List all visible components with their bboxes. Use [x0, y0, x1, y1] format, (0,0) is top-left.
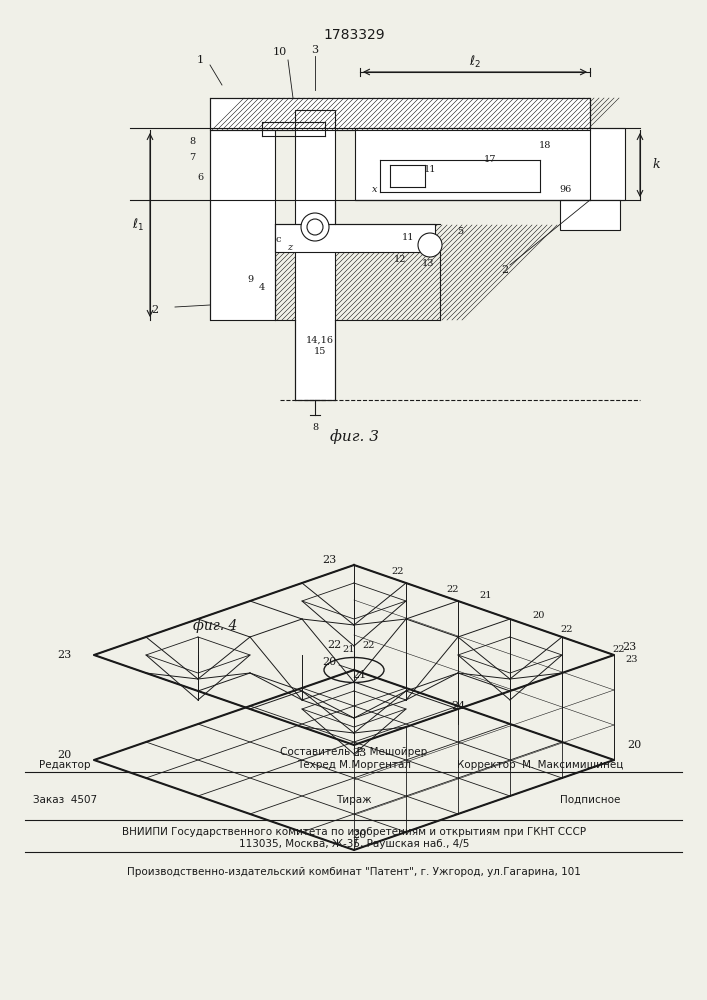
Text: 12: 12 [394, 255, 407, 264]
Text: фиг. 4: фиг. 4 [193, 619, 237, 633]
Text: 1783329: 1783329 [323, 28, 385, 42]
Text: $\ell_2$: $\ell_2$ [469, 54, 481, 70]
Text: 8: 8 [312, 424, 318, 432]
Text: 21: 21 [480, 591, 492, 600]
Text: x: x [373, 186, 378, 194]
Text: $\ell_1$: $\ell_1$ [132, 217, 144, 233]
Text: Техред М.Моргентал: Техред М.Моргентал [297, 760, 411, 770]
Text: 23: 23 [352, 748, 366, 758]
Text: 19: 19 [423, 233, 436, 242]
Text: 4: 4 [259, 284, 265, 292]
Text: c: c [275, 235, 281, 244]
Text: 20: 20 [57, 750, 71, 760]
Text: Редактор: Редактор [40, 760, 90, 770]
Text: 5: 5 [457, 228, 463, 236]
Text: 23: 23 [622, 642, 636, 652]
Text: 24: 24 [451, 701, 465, 711]
Text: Заказ  4507: Заказ 4507 [33, 795, 97, 805]
Text: ВНИИПИ Государственного комитета по изобретениям и открытиям при ГКНТ СССР: ВНИИПИ Государственного комитета по изоб… [122, 827, 586, 837]
Text: 10: 10 [273, 47, 287, 57]
Text: 22: 22 [327, 640, 341, 650]
Text: 11: 11 [402, 233, 414, 242]
Text: 22: 22 [561, 624, 573, 634]
Text: 7: 7 [189, 153, 195, 162]
Circle shape [301, 213, 329, 241]
Bar [560, 200, 620, 230]
Text: 113035, Москва, Ж-35, Раушская наб., 4/5: 113035, Москва, Ж-35, Раушская наб., 4/5 [239, 839, 469, 849]
Text: 13: 13 [422, 258, 434, 267]
Text: 20: 20 [322, 657, 336, 667]
Text: Тираж: Тираж [337, 795, 372, 805]
Bar [295, 110, 335, 400]
Circle shape [307, 219, 323, 235]
Text: 20: 20 [533, 611, 545, 620]
Text: 3: 3 [312, 45, 319, 55]
Text: 6: 6 [197, 174, 203, 182]
Text: 21: 21 [343, 646, 355, 654]
Text: 17: 17 [484, 155, 496, 164]
Text: k: k [652, 158, 660, 172]
Text: 11: 11 [423, 165, 436, 174]
Text: 22: 22 [392, 566, 404, 576]
Text: 14,16: 14,16 [306, 336, 334, 344]
Text: 20: 20 [352, 830, 366, 840]
Text: 8: 8 [189, 137, 195, 146]
Text: фиг. 3: фиг. 3 [330, 430, 380, 444]
Bar [355, 128, 625, 200]
Text: Производственно-издательский комбинат "Патент", г. Ужгород, ул.Гагарина, 101: Производственно-издательский комбинат "П… [127, 867, 581, 877]
Text: 2: 2 [501, 265, 508, 275]
Bar [210, 130, 275, 320]
Text: 23: 23 [626, 656, 638, 664]
Circle shape [418, 233, 442, 257]
Bar [275, 224, 435, 252]
Text: 22: 22 [613, 646, 625, 654]
Text: 22: 22 [447, 584, 460, 593]
Text: Подписное: Подписное [560, 795, 620, 805]
Text: 23: 23 [57, 650, 71, 660]
Text: 15: 15 [314, 348, 326, 357]
Bar [210, 98, 590, 130]
Text: 96: 96 [559, 186, 571, 194]
Text: 1: 1 [197, 55, 204, 65]
Text: 23: 23 [322, 555, 336, 565]
Text: z: z [288, 243, 293, 252]
Text: Составитель  Р. Мешойрер: Составитель Р. Мешойрер [281, 747, 428, 757]
Text: 18: 18 [539, 140, 551, 149]
Text: Корректор  М. Максимишинец: Корректор М. Максимишинец [457, 760, 623, 770]
Text: 22: 22 [363, 641, 375, 650]
Text: 2: 2 [151, 305, 158, 315]
Text: 20: 20 [627, 740, 641, 750]
Text: 21: 21 [352, 670, 366, 680]
Text: 9: 9 [247, 275, 253, 284]
